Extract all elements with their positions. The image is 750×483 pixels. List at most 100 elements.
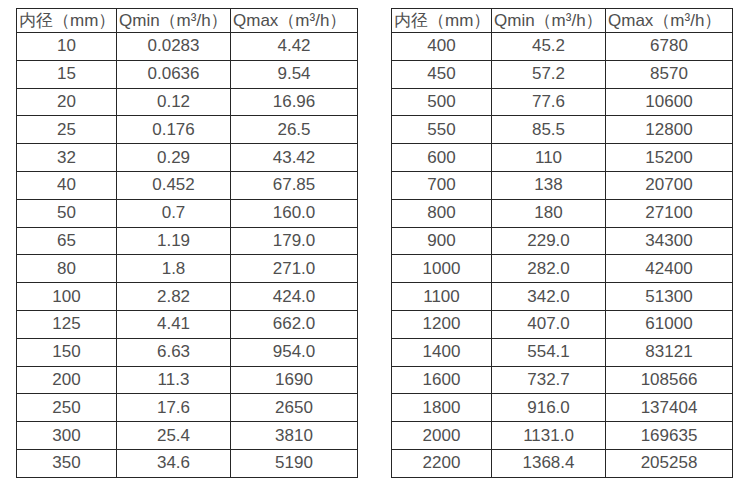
table-cell: 57.2 — [492, 60, 606, 88]
header-row: 内径（mm）Qmin（m³/h）Qmax（m³/h） — [392, 9, 733, 33]
table-cell: 43.42 — [231, 144, 358, 172]
table-row: 320.2943.42 — [17, 144, 358, 172]
table-cell: 1.8 — [117, 255, 231, 283]
table-cell: 6.63 — [117, 338, 231, 366]
table-cell: 1400 — [392, 338, 492, 366]
table-cell: 61000 — [606, 310, 733, 338]
table-cell: 0.7 — [117, 199, 231, 227]
table-cell: 85.5 — [492, 116, 606, 144]
table-cell: 954.0 — [231, 338, 358, 366]
table-cell: 15 — [17, 60, 117, 88]
table-cell: 15200 — [606, 144, 733, 172]
table-cell: 1000 — [392, 255, 492, 283]
table-cell: 3810 — [231, 422, 358, 450]
table-cell: 16.96 — [231, 88, 358, 116]
table-row: 150.06369.54 — [17, 60, 358, 88]
table-cell: 250 — [17, 394, 117, 422]
table-cell: 2000 — [392, 422, 492, 450]
table-cell: 150 — [17, 338, 117, 366]
table-row: 70013820700 — [392, 171, 733, 199]
table-cell: 10600 — [606, 88, 733, 116]
table-row: 1506.63954.0 — [17, 338, 358, 366]
table-row: 40045.26780 — [392, 33, 733, 61]
table-row: 100.02834.42 — [17, 33, 358, 61]
table-row: 55085.512800 — [392, 116, 733, 144]
table-row: 1002.82424.0 — [17, 283, 358, 311]
table-cell: 1200 — [392, 310, 492, 338]
table-cell: 20 — [17, 88, 117, 116]
column-header: Qmax（m³/h） — [231, 9, 358, 33]
table-row: 1254.41662.0 — [17, 310, 358, 338]
table-cell: 26.5 — [231, 116, 358, 144]
table-cell: 662.0 — [231, 310, 358, 338]
table-cell: 8570 — [606, 60, 733, 88]
table-cell: 20700 — [606, 171, 733, 199]
table-cell: 32 — [17, 144, 117, 172]
table-row: 35034.65190 — [17, 449, 358, 477]
table-cell: 0.29 — [117, 144, 231, 172]
table-cell: 125 — [17, 310, 117, 338]
table-cell: 34.6 — [117, 449, 231, 477]
flow-table-small-diameters-wrap: 内径（mm）Qmin（m³/h）Qmax（m³/h）100.02834.4215… — [16, 8, 358, 478]
table-cell: 400 — [392, 33, 492, 61]
table-cell: 4.41 — [117, 310, 231, 338]
table-cell: 229.0 — [492, 227, 606, 255]
table-cell: 916.0 — [492, 394, 606, 422]
table-cell: 108566 — [606, 366, 733, 394]
table-cell: 25.4 — [117, 422, 231, 450]
table-row: 80018027100 — [392, 199, 733, 227]
table-row: 22001368.4205258 — [392, 449, 733, 477]
table-cell: 25 — [17, 116, 117, 144]
table-cell: 424.0 — [231, 283, 358, 311]
table-cell: 160.0 — [231, 199, 358, 227]
column-header: Qmin（m³/h） — [117, 9, 231, 33]
table-cell: 407.0 — [492, 310, 606, 338]
table-cell: 450 — [392, 60, 492, 88]
table-cell: 27100 — [606, 199, 733, 227]
table-cell: 42400 — [606, 255, 733, 283]
table-cell: 138 — [492, 171, 606, 199]
table-row: 500.7160.0 — [17, 199, 358, 227]
column-header: Qmin（m³/h） — [492, 9, 606, 33]
table-row: 25017.62650 — [17, 394, 358, 422]
table-cell: 65 — [17, 227, 117, 255]
table-cell: 550 — [392, 116, 492, 144]
table-cell: 2650 — [231, 394, 358, 422]
table-cell: 1690 — [231, 366, 358, 394]
table-cell: 1131.0 — [492, 422, 606, 450]
table-cell: 0.452 — [117, 171, 231, 199]
table-row: 30025.43810 — [17, 422, 358, 450]
table-cell: 900 — [392, 227, 492, 255]
table-cell: 200 — [17, 366, 117, 394]
table-row: 1800916.0137404 — [392, 394, 733, 422]
table-cell: 1.19 — [117, 227, 231, 255]
table-cell: 50 — [17, 199, 117, 227]
table-cell: 9.54 — [231, 60, 358, 88]
table-row: 1000282.042400 — [392, 255, 733, 283]
table-cell: 67.85 — [231, 171, 358, 199]
table-row: 1100342.051300 — [392, 283, 733, 311]
table-cell: 342.0 — [492, 283, 606, 311]
table-cell: 2200 — [392, 449, 492, 477]
table-cell: 110 — [492, 144, 606, 172]
table-row: 651.19179.0 — [17, 227, 358, 255]
table-cell: 11.3 — [117, 366, 231, 394]
table-cell: 77.6 — [492, 88, 606, 116]
table-cell: 271.0 — [231, 255, 358, 283]
table-cell: 1100 — [392, 283, 492, 311]
table-cell: 800 — [392, 199, 492, 227]
table-cell: 1800 — [392, 394, 492, 422]
table-cell: 700 — [392, 171, 492, 199]
table-row: 50077.610600 — [392, 88, 733, 116]
table-cell: 180 — [492, 199, 606, 227]
table-cell: 300 — [17, 422, 117, 450]
table-cell: 5190 — [231, 449, 358, 477]
table-row: 400.45267.85 — [17, 171, 358, 199]
table-row: 801.8271.0 — [17, 255, 358, 283]
table-cell: 51300 — [606, 283, 733, 311]
table-cell: 40 — [17, 171, 117, 199]
table-row: 20011.31690 — [17, 366, 358, 394]
table-row: 60011015200 — [392, 144, 733, 172]
table-cell: 282.0 — [492, 255, 606, 283]
table-cell: 732.7 — [492, 366, 606, 394]
